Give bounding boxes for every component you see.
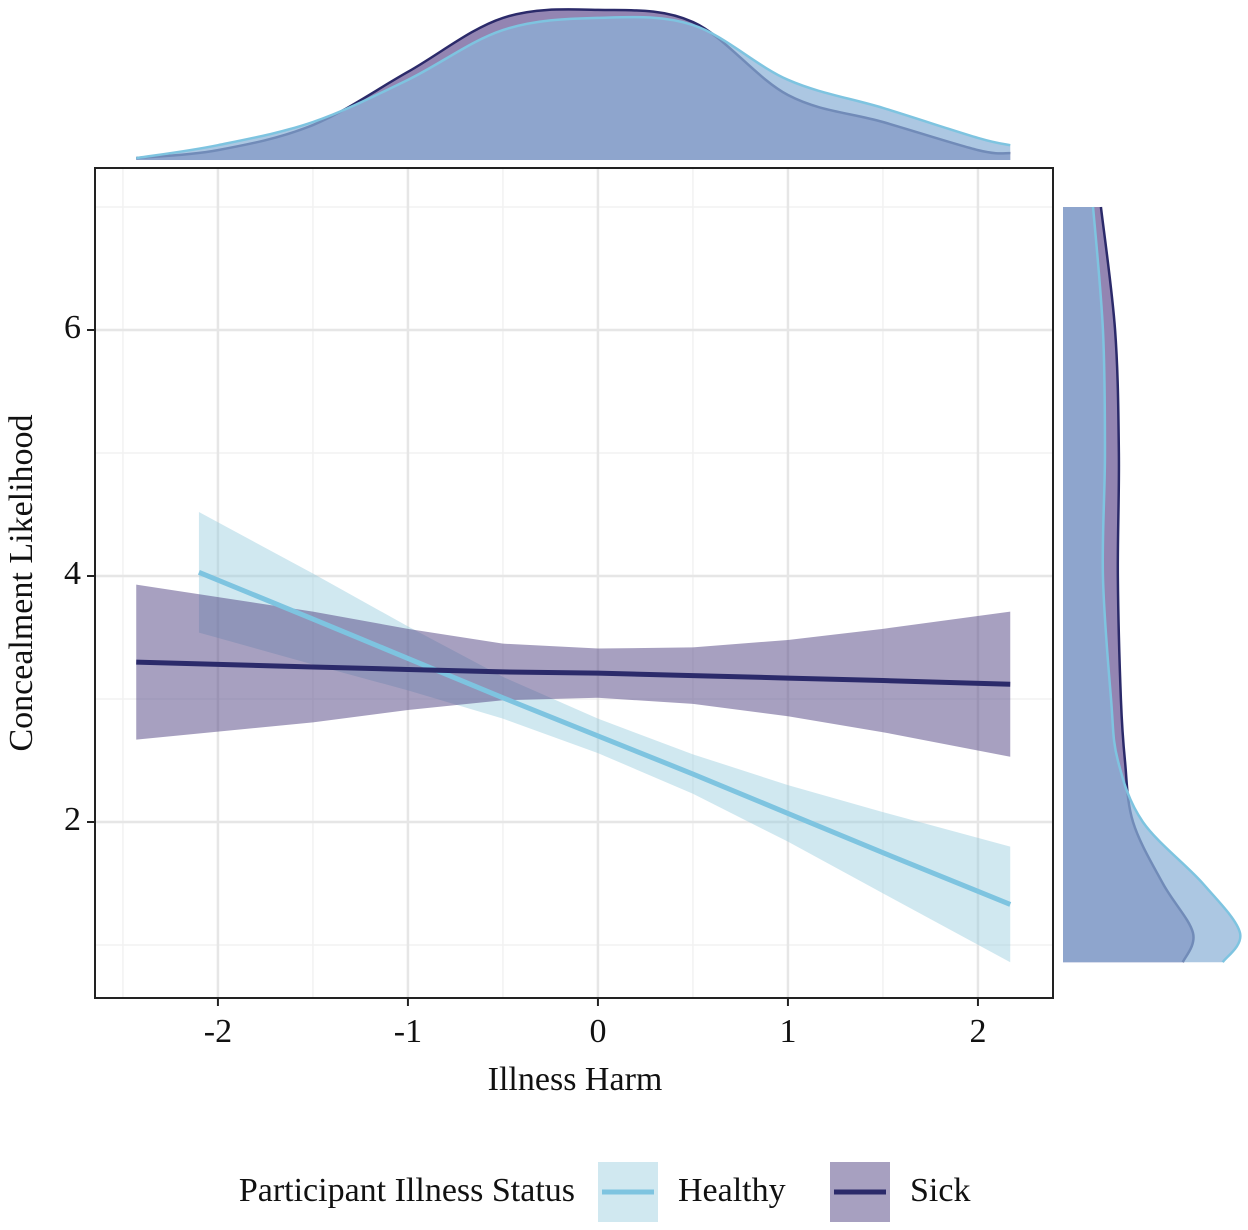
right-density-line — [1091, 206, 1242, 963]
right-density-area — [1063, 206, 1241, 963]
grid — [95, 168, 1053, 998]
regression-line — [197, 569, 1012, 907]
top-density-line — [136, 15, 1011, 160]
x-tick-label: -1 — [394, 1013, 422, 1050]
y-tick-label: 6 — [64, 309, 81, 346]
regression-line — [136, 659, 1011, 687]
x-axis-title: Illness Harm — [488, 1061, 663, 1098]
x-tick-label: -2 — [204, 1013, 232, 1050]
legend-title: Participant Illness Status — [239, 1172, 575, 1209]
top-density-area — [136, 17, 1011, 161]
x-tick-label: 2 — [969, 1013, 986, 1050]
x-tick-label: 0 — [589, 1013, 606, 1050]
panel-border — [94, 167, 1054, 999]
y-axis-title: Concealment Likelihood — [3, 414, 40, 751]
legend-label: Healthy — [678, 1172, 786, 1209]
x-tick-label: 1 — [779, 1013, 796, 1050]
y-tick-label: 4 — [64, 555, 81, 592]
plot-marks — [136, 512, 1012, 963]
y-tick-label: 2 — [64, 801, 81, 838]
marginal-densities — [136, 8, 1242, 963]
legend-label: Sick — [910, 1172, 970, 1209]
axes: -2 -1 0 1 2 2 4 6 — [64, 309, 986, 1050]
legend: Participant Illness Status Healthy Sick — [239, 1162, 970, 1222]
